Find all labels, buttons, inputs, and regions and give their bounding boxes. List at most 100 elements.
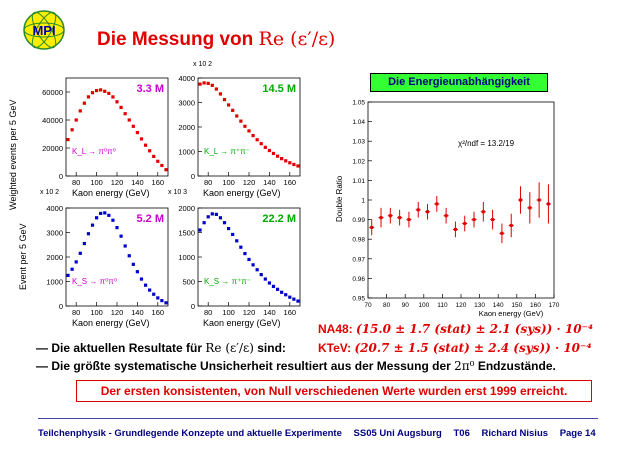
- data-point: [143, 143, 148, 147]
- data-point: [284, 293, 288, 297]
- y-tick-label: 4000: [46, 204, 63, 213]
- data-point: [123, 112, 127, 116]
- data-point: [160, 163, 164, 168]
- data-point: [70, 267, 74, 271]
- na48-value: (15.0 ± 1.7 (stat) ± 2.1 (sys)) · 10⁻⁴: [356, 322, 594, 336]
- data-point: [288, 295, 292, 299]
- data-point: [74, 118, 78, 122]
- data-point: [103, 211, 107, 215]
- data-point: [546, 202, 550, 206]
- chart-double-ratio: 0.95 0.96 0.97 0.98 0.99 1 1.01 1.02 1.03 1.04 1.0…: [335, 100, 560, 319]
- data-point: [231, 108, 235, 112]
- data-point: [481, 210, 485, 214]
- data-point: [152, 292, 156, 296]
- data-point: [123, 244, 127, 248]
- plot-frame: [367, 101, 555, 299]
- title-math: Re (ε′/ε): [258, 28, 336, 50]
- data-point: [99, 88, 103, 92]
- x-tick-label: 100: [90, 178, 103, 187]
- data-point: [148, 149, 152, 153]
- y-tick-label: 4000: [178, 74, 195, 83]
- data-point: [95, 89, 99, 93]
- decay-label: K_S → π⁰π⁰: [72, 277, 117, 286]
- y-tick-label: 1000: [178, 253, 195, 262]
- data-point: [271, 151, 276, 156]
- data-point: [222, 97, 227, 102]
- data-point: [99, 211, 103, 215]
- y-tick-label: 2000: [178, 204, 195, 213]
- x-tick-label: 100: [418, 302, 429, 309]
- na48-label: NA48:: [318, 322, 353, 336]
- x-tick-label: 160: [284, 178, 297, 187]
- data-point: [263, 277, 267, 281]
- data-point: [292, 297, 296, 301]
- x-tick-label: 120: [111, 308, 124, 317]
- page-title: Die Messung von Re (ε′/ε): [97, 28, 335, 51]
- data-point: [284, 159, 288, 163]
- data-point: [251, 133, 255, 138]
- y-label-bottom: Event per 5 GeV: [18, 223, 28, 290]
- x-tick-label: 120: [111, 178, 124, 187]
- data-point: [119, 105, 123, 109]
- y-tick-label: 1.03: [352, 139, 365, 146]
- data-point: [444, 214, 448, 218]
- data-point: [453, 227, 457, 231]
- data-point: [227, 226, 231, 231]
- event-count-label: 5.2 M: [136, 213, 164, 225]
- decay-label: K_L → π⁺π⁻: [204, 147, 250, 156]
- y-tick-label: 1: [361, 198, 365, 205]
- footer: Teilchenphysik - Grundlegende Konzepte u…: [38, 428, 598, 439]
- x-label-4: Kaon energy (GeV): [203, 318, 281, 328]
- y-tick-label: 0: [59, 302, 63, 311]
- data-point: [198, 228, 202, 232]
- y-tick-label: 1500: [178, 229, 195, 238]
- x-tick-label: 90: [402, 302, 410, 309]
- data-point: [86, 232, 91, 236]
- x-tick-label: 100: [90, 308, 103, 317]
- data-point: [500, 231, 504, 235]
- data-point: [267, 148, 271, 153]
- footer-course: Teilchenphysik - Grundlegende Konzepte u…: [38, 428, 342, 439]
- result-na48: NA48: (15.0 ± 1.7 (stat) ± 2.1 (sys)) · …: [318, 322, 593, 336]
- y-tick-label: 20000: [42, 144, 63, 153]
- data-point: [239, 119, 243, 123]
- x-label-2: Kaon energy (GeV): [203, 188, 281, 198]
- data-point: [82, 101, 86, 105]
- data-point: [388, 214, 392, 218]
- data-point: [164, 168, 168, 172]
- x-tick-label: 120: [243, 308, 256, 317]
- data-point: [370, 225, 374, 229]
- data-point: [111, 218, 115, 222]
- x-tick-label: 140: [131, 178, 144, 187]
- data-point: [426, 210, 430, 214]
- y-tick-label: 0.98: [352, 237, 365, 244]
- y-tick-label: 1000: [46, 278, 63, 287]
- data-point: [148, 288, 152, 292]
- y-label-top: Weighted events per 5 GeV: [8, 100, 18, 210]
- data-point: [239, 245, 243, 249]
- data-point: [280, 157, 284, 161]
- x-tick-label: 130: [474, 302, 485, 309]
- y-tick-label: 1.05: [352, 100, 365, 107]
- x-tick-label: 150: [511, 302, 522, 309]
- data-point: [296, 164, 300, 168]
- chi2-annotation: χ²/ndf = 13.2/19: [458, 139, 515, 148]
- data-point: [107, 91, 111, 95]
- data-point: [280, 290, 284, 294]
- x-tick-label: 140: [263, 178, 276, 187]
- data-point: [82, 241, 86, 246]
- event-count-label: 22.2 M: [262, 213, 296, 225]
- data-point: [95, 216, 99, 220]
- y-tick-label: 0: [191, 172, 195, 181]
- bullet2-math: 2π⁰: [454, 359, 475, 373]
- bullet1-text: — Die aktuellen Resultate für: [36, 341, 206, 355]
- data-point: [119, 234, 123, 238]
- data-point: [156, 296, 160, 300]
- data-point: [259, 142, 263, 146]
- data-point: [139, 137, 144, 141]
- note-box: Der ersten konsistenten, von Null versch…: [76, 380, 592, 402]
- data-point: [160, 299, 164, 303]
- data-point: [127, 118, 131, 122]
- data-point: [156, 159, 160, 163]
- x-tick-label: 120: [456, 302, 467, 309]
